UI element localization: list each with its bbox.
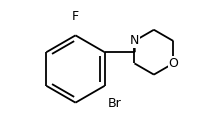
Text: F: F (72, 10, 79, 23)
Text: Br: Br (108, 97, 122, 110)
Text: N: N (130, 34, 139, 47)
Text: O: O (168, 57, 178, 70)
